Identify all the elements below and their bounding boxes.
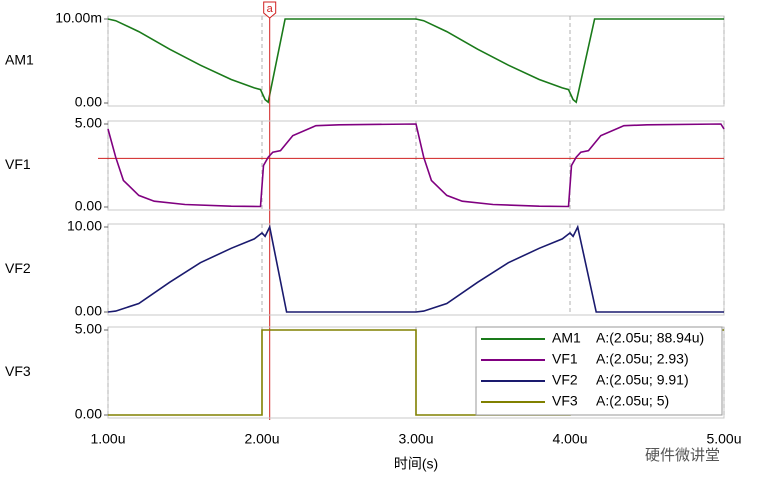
y-tick-label: 10.00 bbox=[67, 218, 102, 234]
x-tick-label: 2.00u bbox=[244, 431, 279, 447]
legend-readout: A:(2.05u; 88.94u) bbox=[596, 330, 704, 346]
legend-name: VF2 bbox=[552, 372, 578, 388]
x-tick-label: 5.00u bbox=[706, 431, 741, 447]
legend-readout: A:(2.05u; 5) bbox=[596, 393, 669, 409]
legend-readout: A:(2.05u; 2.93) bbox=[596, 351, 689, 367]
y-tick-label: 0.00 bbox=[75, 198, 102, 214]
x-tick-label: 4.00u bbox=[552, 431, 587, 447]
y-tick-label: 5.00 bbox=[75, 321, 102, 337]
cursor-flag bbox=[263, 1, 277, 19]
y-tick-label: 0.00 bbox=[75, 406, 102, 422]
x-tick-label: 3.00u bbox=[398, 431, 433, 447]
series-line bbox=[107, 224, 724, 313]
legend-box bbox=[475, 326, 723, 416]
y-axis-name: VF2 bbox=[5, 260, 31, 276]
y-axis-name: VF1 bbox=[5, 156, 31, 172]
legend-name: AM1 bbox=[552, 330, 581, 346]
watermark: 硬件微讲堂 bbox=[645, 447, 720, 464]
legend-readout: A:(2.05u; 9.91) bbox=[596, 372, 689, 388]
y-axis-name: VF3 bbox=[5, 363, 31, 379]
legend-name: VF3 bbox=[552, 393, 578, 409]
y-tick-label: 0.00 bbox=[75, 94, 102, 110]
y-tick-label: 0.00 bbox=[75, 303, 102, 319]
y-axis-name: AM1 bbox=[5, 52, 34, 68]
legend-name: VF1 bbox=[552, 351, 578, 367]
y-tick-label: 10.00m bbox=[55, 10, 102, 26]
y-tick-label: 5.00 bbox=[75, 115, 102, 131]
series-line bbox=[107, 123, 725, 208]
series-line bbox=[107, 18, 724, 104]
x-tick-label: 1.00u bbox=[90, 431, 125, 447]
x-axis-label: 时间(s) bbox=[394, 456, 438, 472]
cursor-label: a bbox=[267, 3, 274, 15]
